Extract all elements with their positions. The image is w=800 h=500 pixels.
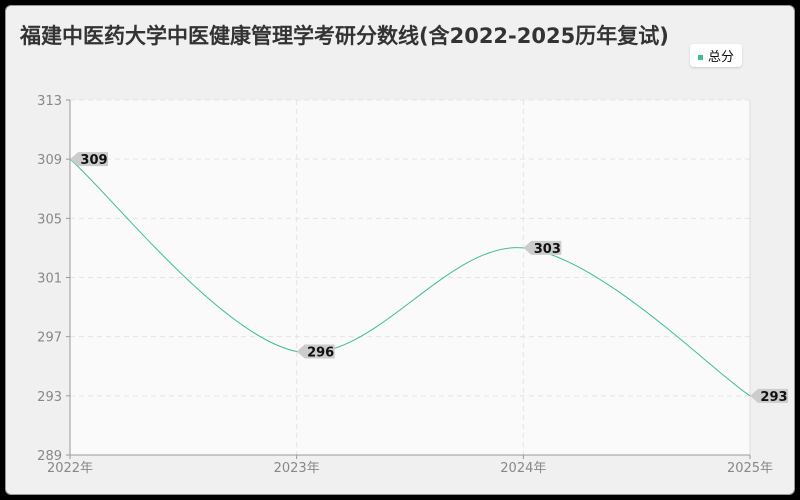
y-tick-label: 305 bbox=[37, 212, 62, 227]
x-tick-label: 2022年 bbox=[47, 461, 93, 476]
data-label: 309 bbox=[80, 153, 107, 168]
plot-area bbox=[70, 100, 750, 455]
x-tick-label: 2024年 bbox=[500, 461, 546, 476]
y-tick-label: 301 bbox=[37, 272, 62, 287]
legend[interactable]: 总分 bbox=[690, 44, 743, 67]
y-tick-label: 313 bbox=[37, 94, 62, 109]
data-label-bg bbox=[523, 240, 562, 255]
data-label: 296 bbox=[307, 345, 334, 360]
legend-label: 总分 bbox=[708, 50, 735, 65]
series-line bbox=[69, 158, 751, 397]
data-label-bg bbox=[750, 388, 788, 403]
data-label-bg bbox=[70, 152, 108, 167]
data-label: 303 bbox=[534, 242, 561, 257]
y-tick-label: 297 bbox=[37, 331, 62, 346]
x-tick-label: 2023年 bbox=[274, 461, 320, 476]
legend-swatch bbox=[698, 55, 703, 60]
y-tick-label: 309 bbox=[37, 153, 62, 168]
y-tick-label: 293 bbox=[37, 390, 62, 405]
chart-title: 福建中医药大学中医健康管理学考研分数线(含2022-2025历年复试) bbox=[20, 24, 669, 48]
x-tick-label: 2025年 bbox=[727, 461, 773, 476]
data-label-bg bbox=[296, 344, 335, 359]
data-label: 293 bbox=[760, 390, 787, 405]
y-tick-label: 289 bbox=[37, 449, 62, 464]
